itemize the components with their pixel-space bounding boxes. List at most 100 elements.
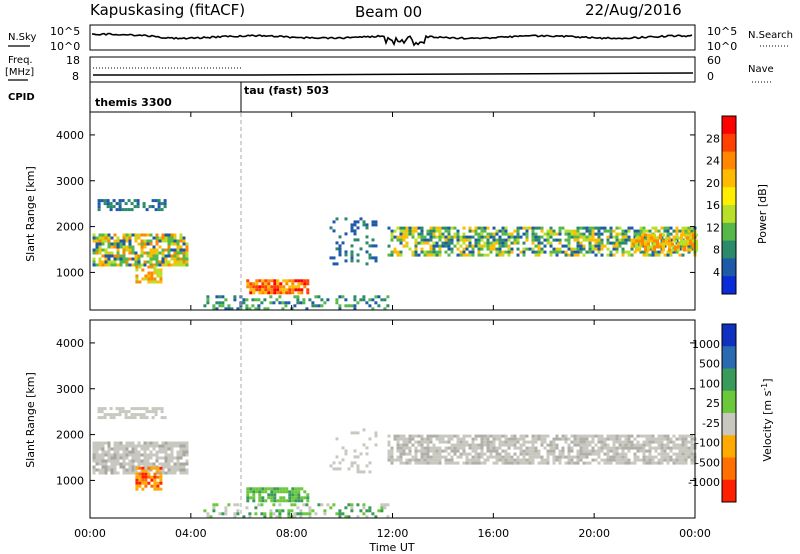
velocity-cell [107, 450, 111, 454]
velocity-cell [453, 434, 457, 438]
power-cell [131, 248, 135, 252]
velocity-cell [335, 455, 339, 459]
velocity-cell [645, 440, 649, 444]
velocity-cell [678, 446, 682, 450]
velocity-cell [666, 458, 670, 462]
power-cell [374, 244, 378, 248]
velocity-cell [113, 444, 117, 448]
velocity-cell [288, 493, 292, 497]
power-cell [465, 238, 469, 242]
velocity-cell [498, 440, 502, 444]
velocity-cell [273, 487, 277, 491]
power-cell [552, 232, 556, 236]
velocity-cell [516, 437, 520, 441]
power-cell [624, 229, 628, 233]
velocity-cell [660, 440, 664, 444]
velocity-cell [495, 455, 499, 459]
velocity-cell [660, 437, 664, 441]
velocity-cell [603, 461, 607, 465]
velocity-colorbar-swatch [722, 435, 736, 458]
velocity-cell [573, 434, 577, 438]
velocity-cell [510, 461, 514, 465]
velocity-cell [158, 450, 162, 454]
velocity-cell [609, 455, 613, 459]
power-cell [692, 236, 695, 240]
velocity-cell [579, 446, 583, 450]
power-cell [561, 250, 565, 254]
velocity-cell [134, 456, 138, 460]
power-cell [567, 229, 571, 233]
velocity-cell [405, 458, 409, 462]
power-cell [582, 238, 586, 242]
velocity-cell [156, 487, 160, 491]
velocity-cell [675, 443, 679, 447]
velocity-cell [600, 443, 604, 447]
power-cell [492, 226, 496, 230]
power-cell [128, 242, 132, 246]
velocity-cell [138, 484, 142, 488]
velocity-cell [185, 450, 189, 454]
velocity-cell [660, 455, 664, 459]
power-cell [147, 280, 151, 284]
power-cell [157, 208, 161, 212]
velocity-cell [101, 453, 105, 457]
power-cell [276, 288, 280, 292]
power-cell [98, 257, 102, 261]
velocity-cell [480, 461, 484, 465]
velocity-cell [134, 453, 138, 457]
velocity-cell [540, 458, 544, 462]
power-cell [143, 251, 147, 255]
velocity-cell [299, 512, 303, 516]
velocity-cell [302, 503, 306, 507]
power-cell [92, 251, 96, 255]
velocity-cell [119, 465, 123, 469]
velocity-cell [618, 458, 622, 462]
velocity-cell [480, 455, 484, 459]
velocity-colorbar-tick: -25 [702, 417, 720, 430]
velocity-cell [435, 434, 439, 438]
power-cell [537, 247, 541, 251]
velocity-cell [492, 437, 496, 441]
velocity-cell [396, 458, 400, 462]
velocity-cell [651, 440, 655, 444]
velocity-cell [344, 452, 348, 456]
velocity-cell [591, 458, 595, 462]
velocity-cell [362, 506, 366, 510]
power-cell [588, 226, 592, 230]
velocity-cell [561, 437, 565, 441]
power-cell [98, 248, 102, 252]
velocity-cell [480, 449, 484, 453]
velocity-cell [137, 450, 141, 454]
power-cell [612, 241, 616, 245]
power-cell [249, 291, 253, 295]
power-cell [564, 244, 568, 248]
velocity-cell [603, 440, 607, 444]
velocity-cell [588, 452, 592, 456]
velocity-cell [92, 450, 96, 454]
velocity-cell [356, 455, 360, 459]
power-cell [678, 229, 682, 233]
power-cell [109, 208, 113, 212]
velocity-cell [387, 452, 391, 456]
velocity-cell [642, 458, 646, 462]
power-cell [258, 291, 262, 295]
power-cell [432, 244, 436, 248]
power-cell [335, 262, 339, 266]
power-cell [432, 235, 436, 239]
power-cell [371, 220, 375, 224]
power-cell [689, 239, 692, 243]
power-cell [153, 280, 157, 284]
power-colorbar-swatch [722, 222, 736, 242]
velocity-cell [687, 452, 691, 456]
velocity-cell [687, 434, 691, 438]
power-cell [104, 260, 108, 264]
velocity-cell [663, 443, 667, 447]
power-cell [498, 241, 502, 245]
power-cell [152, 257, 156, 261]
velocity-cell [636, 455, 640, 459]
velocity-cell [131, 456, 135, 460]
velocity-ytick-label: 1000 [56, 474, 84, 487]
power-cell [149, 248, 153, 252]
power-cell [621, 232, 625, 236]
power-cell [314, 304, 318, 308]
